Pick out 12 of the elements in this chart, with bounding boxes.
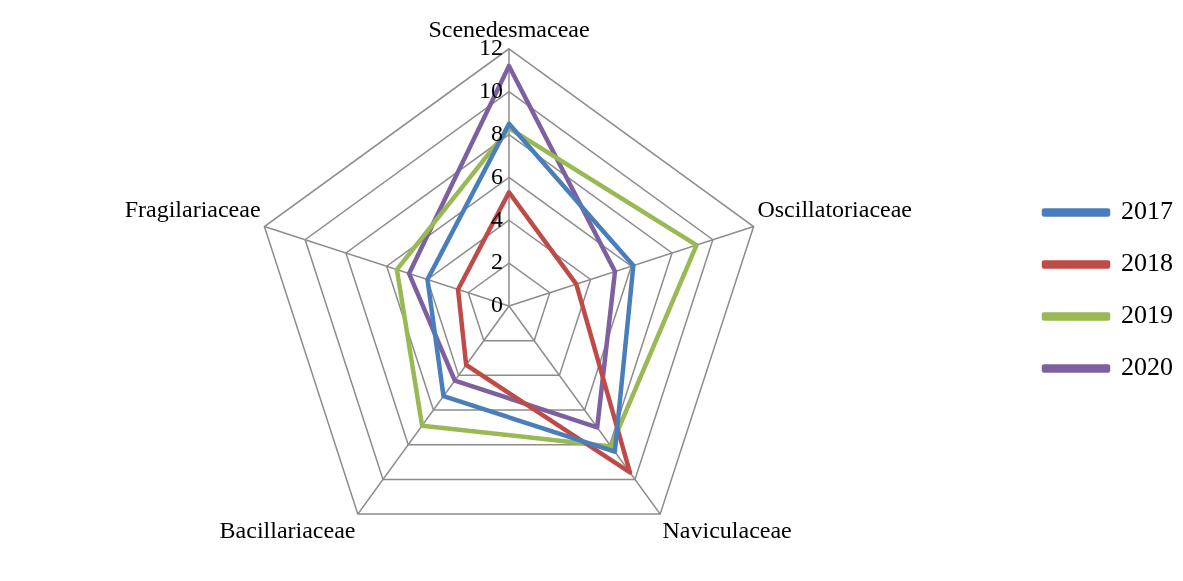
- legend-label: 2017: [1121, 196, 1173, 226]
- legend-label: 2019: [1121, 300, 1173, 330]
- legend-label: 2018: [1121, 248, 1173, 278]
- y-tick-label: 6: [491, 162, 503, 189]
- spoke-label: Bacillariaceae: [219, 517, 356, 544]
- y-tick-label: 2: [491, 248, 503, 275]
- legend-label: 2020: [1121, 352, 1173, 382]
- y-tick-label: 0: [491, 291, 503, 318]
- y-tick-label: 8: [491, 119, 503, 146]
- spoke-label: Oscillatoriaceae: [757, 196, 912, 223]
- spoke-label: Fragilariaceae: [124, 196, 261, 223]
- spoke-label: Naviculaceae: [662, 517, 792, 544]
